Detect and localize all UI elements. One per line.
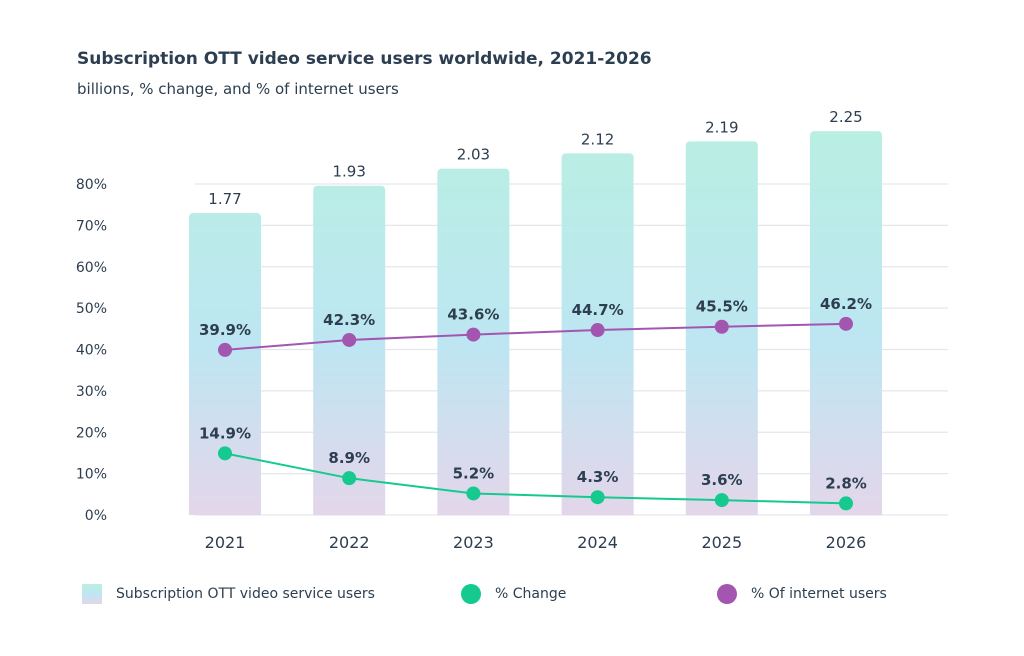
x-tick-label: 2021	[205, 533, 246, 552]
bar-value-label: 2.25	[829, 108, 862, 126]
bar-base	[810, 511, 882, 515]
x-tick-label: 2023	[453, 533, 494, 552]
data-point	[342, 332, 357, 347]
legend-swatch-bar	[82, 584, 102, 604]
data-point	[839, 316, 853, 331]
point-label: 44.7%	[572, 301, 624, 319]
bar-base	[685, 511, 758, 515]
point-label: 8.9%	[328, 449, 370, 467]
data-point	[839, 496, 853, 511]
x-tick-label: 2025	[701, 533, 742, 552]
data-point	[590, 490, 605, 505]
bar-value-label: 2.03	[457, 146, 490, 164]
chart-subtitle: billions, % change, and % of internet us…	[77, 80, 399, 98]
point-label: 2.8%	[825, 474, 867, 492]
x-tick-label: 2022	[329, 533, 370, 552]
point-label: 42.3%	[323, 311, 375, 329]
data-point	[466, 327, 481, 342]
data-point	[714, 319, 729, 334]
y-tick-label: 0%	[85, 508, 107, 524]
x-tick-label: 2024	[577, 533, 618, 552]
bar	[189, 213, 261, 515]
legend-label: % Change	[495, 586, 567, 602]
bar-base	[313, 511, 386, 515]
data-point	[714, 493, 729, 508]
point-label: 4.3%	[577, 468, 619, 486]
bar-value-label: 1.93	[332, 163, 365, 181]
y-tick-label: 40%	[76, 343, 107, 359]
legend-label: Subscription OTT video service users	[116, 586, 375, 602]
bar-base	[561, 511, 634, 515]
data-point	[218, 446, 232, 461]
bar-value-label: 1.77	[208, 190, 241, 208]
legend-item-pct-internet[interactable]: % Of internet users	[717, 584, 887, 604]
chart-title: Subscription OTT video service users wor…	[77, 49, 652, 69]
bar-value-label: 2.12	[581, 130, 614, 148]
y-tick-label: 60%	[76, 260, 107, 276]
point-label: 3.6%	[701, 471, 743, 489]
data-point	[218, 342, 232, 357]
data-point	[590, 323, 605, 338]
point-label: 5.2%	[453, 464, 495, 482]
data-point	[466, 486, 481, 501]
legend-item-pct-change[interactable]: % Change	[461, 584, 566, 604]
line-pct-internet	[224, 322, 847, 351]
line-pct-change	[224, 452, 847, 505]
point-label: 45.5%	[696, 298, 748, 316]
legend-dot-green	[461, 584, 481, 604]
data-point	[342, 471, 357, 486]
bar-base	[437, 511, 510, 515]
point-label: 46.2%	[820, 295, 872, 313]
bar	[313, 185, 386, 515]
legend-dot-purple	[717, 584, 737, 604]
point-label: 39.9%	[199, 321, 251, 339]
y-tick-label: 50%	[76, 301, 107, 317]
legend-label: % Of internet users	[751, 586, 887, 602]
y-tick-label: 80%	[76, 177, 107, 193]
x-tick-label: 2026	[826, 533, 867, 552]
point-label: 43.6%	[447, 306, 499, 324]
bar-value-label: 2.19	[705, 118, 738, 136]
y-tick-label: 30%	[76, 384, 107, 400]
bar	[437, 168, 510, 515]
y-tick-label: 10%	[76, 467, 107, 483]
point-label: 14.9%	[199, 424, 251, 442]
y-tick-label: 20%	[76, 425, 107, 441]
y-tick-label: 70%	[76, 218, 107, 234]
legend-item-ott-users[interactable]: Subscription OTT video service users	[82, 584, 375, 604]
bar-base	[189, 511, 261, 515]
